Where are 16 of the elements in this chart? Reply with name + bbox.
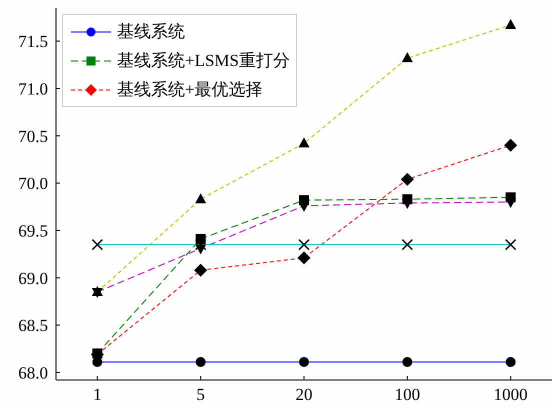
- x-tick-label: 1000: [494, 385, 528, 404]
- y-tick-label: 71.5: [18, 32, 48, 52]
- legend-label: 基线系统+最优选择: [117, 79, 263, 101]
- x-tick-label: 100: [394, 385, 420, 404]
- y-tick-label: 71.0: [18, 79, 48, 98]
- y-tick-label: 69.5: [18, 221, 48, 240]
- y-tick-label: 68.0: [18, 363, 48, 382]
- y-tick-label: 69.0: [18, 268, 48, 288]
- x-tick-label: 1: [93, 385, 102, 404]
- legend-label: 基线系统: [117, 21, 185, 43]
- y-tick-label: 68.5: [18, 316, 48, 336]
- x-tick-label: 20: [296, 385, 312, 404]
- legend-label: 基线系统+LSMS重打分: [117, 50, 290, 72]
- y-tick-label: 70.0: [18, 174, 48, 194]
- y-tick-label: 70.5: [18, 126, 48, 146]
- x-tick-label: 5: [196, 385, 205, 404]
